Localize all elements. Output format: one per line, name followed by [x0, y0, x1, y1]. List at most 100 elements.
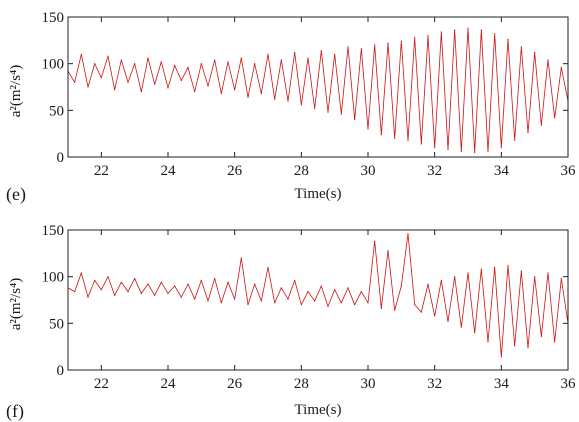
chart2-data-point: [107, 276, 109, 278]
chart1-data-point: [200, 63, 202, 65]
chart1-data-point: [320, 50, 322, 52]
chart1-data-point: [534, 51, 536, 54]
chart1-data-point: [114, 89, 116, 91]
chart1-data-point: [120, 59, 122, 61]
chart1-data-point: [140, 91, 142, 93]
chart2-data-point: [267, 266, 269, 268]
chart2-x-tick-label: 36: [561, 376, 577, 392]
chart1-data-point: [440, 31, 442, 33]
chart1-data-point: [87, 86, 89, 88]
chart2-data-point: [80, 272, 82, 274]
chart1-data-point: [414, 36, 416, 39]
chart1-data-point: [300, 104, 302, 106]
chart1-data-point: [447, 148, 449, 151]
chart2-data-point: [274, 302, 276, 304]
chart1-data-point: [127, 81, 129, 83]
chart2-data-point: [294, 279, 296, 281]
chart2-data-point: [534, 276, 536, 278]
chart1-x-tick-label: 34: [494, 163, 510, 179]
chart2-x-tick-label: 32: [427, 376, 442, 392]
chart2-data-point: [367, 302, 369, 304]
chart1-data-point: [360, 48, 362, 50]
chart2-data-point: [247, 304, 249, 306]
chart1-data-point: [560, 66, 562, 68]
chart1-data-point: [454, 29, 456, 31]
chart1-data-point: [280, 59, 282, 61]
chart1-data-point: [274, 98, 276, 100]
chart2-data-point: [327, 305, 329, 308]
chart1-data-point: [367, 128, 369, 130]
chart2-data-point: [334, 289, 336, 291]
chart1-series-line: [67, 27, 569, 153]
chart1-x-tick-label: 30: [361, 163, 376, 179]
chart-panel-e: 22 24 26 28 30 32 34 36 0 50 100 150 Time(s) a²(m²/s⁴…: [6, 10, 576, 205]
chart1-data-point: [294, 51, 296, 54]
chart2-data-point: [514, 345, 516, 347]
chart1-data-point: [314, 107, 316, 110]
chart2-data-point: [200, 279, 202, 281]
chart2-data-point: [374, 240, 376, 242]
chart2-data-point: [314, 300, 316, 302]
chart2-data-point: [300, 304, 302, 306]
chart2-data-point: [160, 281, 162, 283]
chart2-data-point: [240, 257, 242, 259]
chart2-data-point: [420, 311, 422, 313]
chart1-y-tick-label: 100: [42, 57, 65, 73]
chart1-y-tick-label: 150: [42, 10, 65, 26]
chart2-data-point: [527, 347, 529, 349]
chart1-data-point: [147, 57, 149, 59]
chart1-data-point: [134, 63, 136, 65]
chart1-data-point: [400, 40, 402, 42]
chart1-data-point: [287, 100, 289, 102]
chart1-x-tick-label: 32: [427, 163, 442, 179]
chart2-data-point: [234, 298, 236, 300]
chart2-panel-label: (f): [6, 401, 24, 422]
chart2-data-point: [174, 285, 176, 287]
chart1-x-tick-label: 26: [227, 163, 243, 179]
chart1-data-point: [387, 42, 389, 44]
chart2-data-point: [407, 233, 409, 235]
chart2-series-line: [67, 233, 569, 358]
chart1-plot-frame: [67, 16, 569, 158]
chart1-x-axis-label: Time(s): [295, 186, 342, 202]
chart2-data-point: [494, 266, 496, 268]
chart1-data-point: [507, 38, 509, 41]
chart2-data-point: [214, 277, 216, 280]
chart2-data-point: [520, 270, 522, 272]
chart1-data-point: [467, 27, 469, 29]
chart1-data-point: [540, 124, 542, 126]
chart2-data-point: [87, 296, 89, 298]
chart1-data-point: [267, 53, 269, 55]
chart1-data-point: [407, 139, 409, 141]
chart1-y-axis-label: a²(m²/s⁴): [8, 65, 24, 118]
chart2-data-point: [400, 285, 402, 287]
chart1-data-point: [354, 119, 356, 121]
chart2-data-point: [207, 300, 209, 302]
chart2-data-point: [94, 279, 96, 281]
chart1-data-point: [240, 57, 242, 59]
chart1-y-tick-label: 50: [49, 103, 64, 119]
chart1-data-point: [494, 33, 496, 35]
chart2-x-tick-label: 24: [161, 376, 177, 392]
chart2-data-point: [340, 302, 342, 304]
chart1-data-point: [527, 132, 529, 134]
chart2-data-point: [320, 285, 322, 287]
chart1-data-point: [194, 91, 196, 93]
chart2-data-point: [394, 309, 396, 311]
chart2-data-point: [540, 335, 542, 337]
chart1-data-point: [420, 143, 422, 145]
chart2-data-point: [307, 291, 309, 293]
chart2-y-tick-label: 50: [49, 316, 64, 332]
chart1-data-point: [207, 85, 209, 87]
chart2-y-axis-label: a²(m²/s⁴): [8, 278, 24, 331]
chart1-data-point: [94, 63, 96, 65]
chart2-x-axis-label: Time(s): [295, 402, 342, 418]
chart1-data-point: [547, 59, 549, 61]
chart2-data-point: [114, 294, 116, 296]
chart1-data-point: [100, 77, 102, 79]
chart1-data-point: [220, 92, 222, 95]
chart1-data-point: [234, 89, 236, 91]
chart2-data-point: [460, 326, 462, 328]
chart2-plot-frame: [67, 229, 569, 371]
